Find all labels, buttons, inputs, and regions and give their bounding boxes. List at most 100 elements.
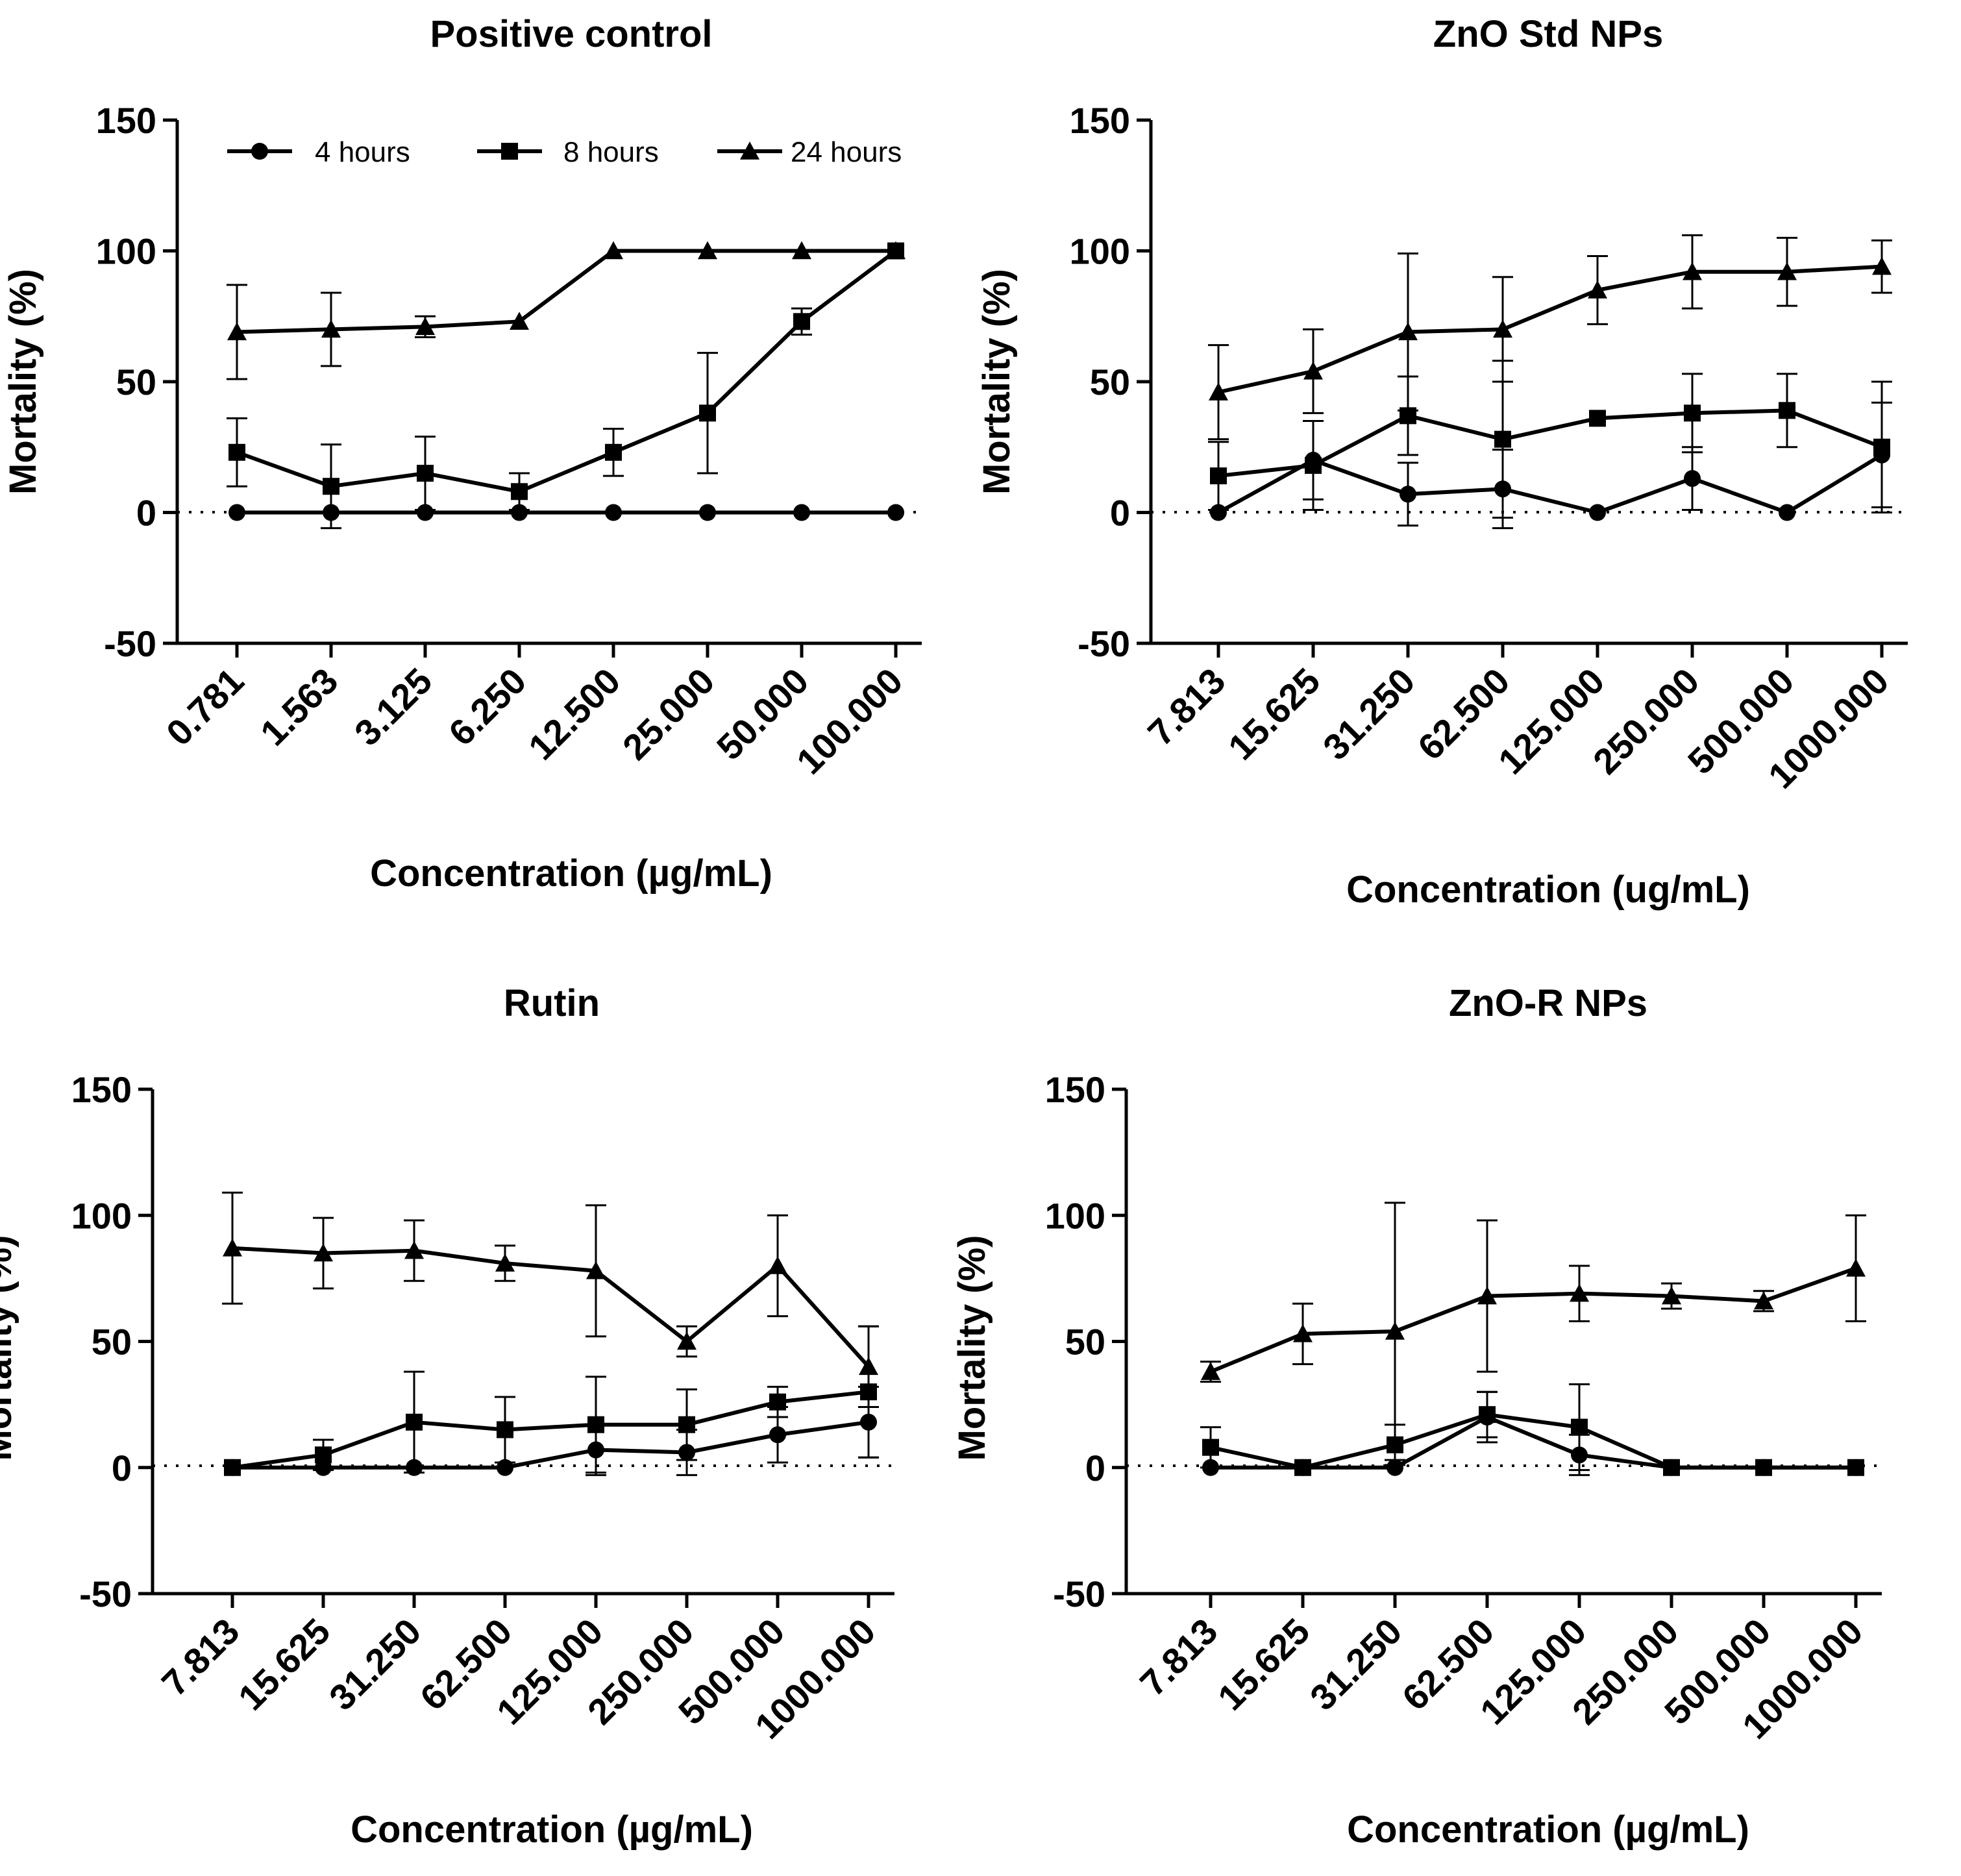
data-point [1477,1286,1497,1305]
series-8-hours [227,242,904,530]
x-tick-label: 125.000 [1490,660,1612,782]
x-tick-label: 0.781 [158,660,252,754]
data-point [699,404,716,422]
y-tick-label: 50 [1090,362,1130,402]
series-line [232,1390,869,1470]
data-point [228,504,245,521]
data-point [1294,1459,1311,1476]
data-point [886,241,906,260]
x-tick-label: 12.500 [521,660,628,768]
data-point [1400,486,1416,503]
legend-marker [501,143,518,160]
data-point [1494,430,1511,448]
y-tick-label: 100 [1070,231,1130,272]
data-point [1754,1291,1773,1310]
series-8-hours [224,1325,879,1476]
data-point [1479,1406,1496,1424]
data-point [1683,262,1702,280]
data-point [793,313,810,330]
x-axis-label: Concentration (µg/mL) [1347,1808,1749,1851]
series-line [232,1420,869,1470]
data-point [1202,1438,1219,1456]
data-point [406,1413,423,1431]
y-tick-label: 50 [116,362,156,402]
series-line [1210,1413,1856,1470]
y-tick-label: 0 [1110,493,1130,534]
legend: 4 hours 8 hours 24 hours [227,136,902,168]
data-point [223,1238,242,1257]
series-line [232,1246,870,1368]
series-line [1209,1266,1857,1374]
data-point [323,478,339,495]
y-tick-label: 50 [92,1322,132,1363]
data-point [228,443,245,461]
data-point [1777,262,1797,280]
y-tick-label: 0 [1085,1448,1105,1488]
data-point [605,443,622,461]
series-line [236,249,896,334]
data-point [224,1459,241,1476]
x-axis-label: Concentration (µg/mL) [351,1808,753,1851]
legend-marker [251,143,268,160]
data-point [699,504,716,521]
data-point [315,1446,332,1464]
data-point [511,504,528,521]
chart-panel-4: ZnO-R NPs-500501001507.81315.62531.25062… [951,982,1882,1851]
legend-label: 8 hours [563,136,659,168]
chart-panel-1: Positive control -50 0 50 100 150 0.781 1.563 3.… [2,13,922,895]
data-point [677,1331,697,1350]
data-point [1209,382,1228,401]
x-tick-label: 3.125 [347,660,440,754]
data-point [859,1357,878,1376]
data-point [768,1255,787,1274]
series-24-hours [1208,234,1892,441]
data-point [1663,1459,1680,1476]
series-24-hours [222,1191,879,1409]
x-tick-label: 7.813 [1140,660,1233,754]
data-point [1755,1459,1772,1476]
data-point [1210,504,1227,521]
x-tick-label: 6.250 [441,660,534,754]
data-point [1398,322,1418,341]
x-tick-label: 31.250 [321,1611,429,1718]
y-tick-label: 100 [71,1195,132,1236]
chart-title: Positive control [430,13,712,55]
data-point [769,1393,786,1411]
data-point [495,1253,515,1272]
data-point [415,317,435,336]
series-24-hours [227,241,906,380]
data-point [1589,504,1606,521]
data-point [1571,1418,1588,1436]
data-point [1387,1459,1403,1476]
x-axis-label: Concentration (µg/mL) [370,852,772,895]
y-tick-label: 100 [96,231,156,272]
y-tick-label: -50 [1078,623,1130,664]
data-point [1385,1321,1405,1340]
y-tick-label: 0 [112,1448,132,1488]
y-axis-label: Mortality (%) [976,269,1018,495]
y-tick-label: 150 [1070,100,1130,141]
x-tick-label: 15.625 [1220,660,1328,768]
data-point [1293,1324,1313,1342]
series-8-hours [1208,360,1892,519]
data-point [769,1426,786,1444]
data-point [1847,1459,1864,1476]
data-point [417,465,434,482]
chart-title: ZnO Std NPs [1433,13,1663,55]
x-tick-label: 15.625 [230,1611,338,1718]
data-point [605,504,622,521]
x-tick-label: 15.625 [1210,1611,1318,1718]
data-point [1210,467,1227,485]
data-point [1201,1362,1220,1380]
series-line [1218,408,1883,478]
data-point [604,241,623,260]
x-tick-label: 25.000 [615,660,722,768]
series-24-hours [1200,1202,1866,1461]
y-tick-label: -50 [104,623,156,664]
data-point [227,322,247,341]
data-point [793,504,810,521]
data-point [1493,319,1512,338]
data-point [586,1261,606,1279]
y-tick-label: 150 [1045,1069,1105,1110]
